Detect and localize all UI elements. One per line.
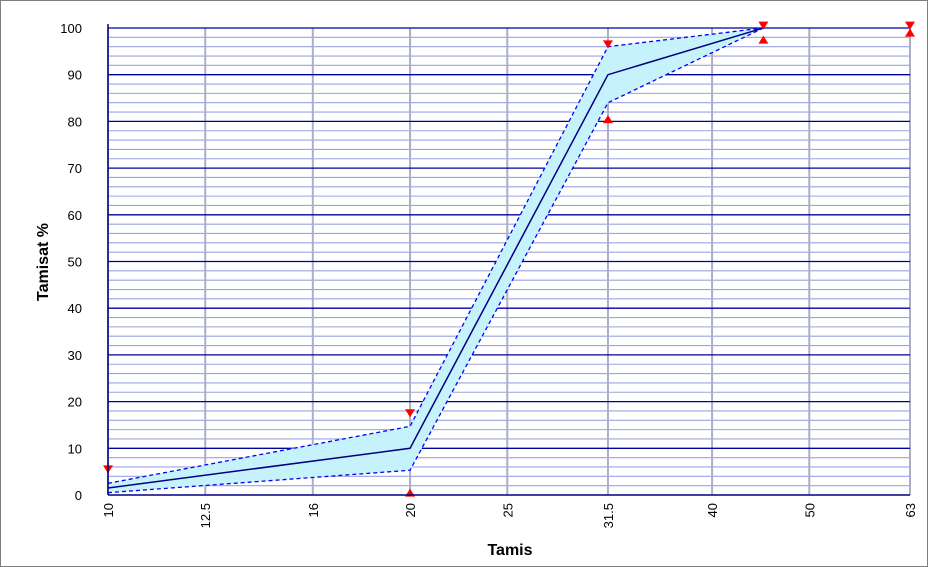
y-tick-label: 30 bbox=[68, 348, 82, 363]
x-tick-label: 20 bbox=[403, 503, 418, 517]
series-lines bbox=[107, 27, 764, 494]
upper-limit-marker bbox=[602, 40, 613, 49]
major-gridlines bbox=[108, 27, 910, 449]
x-tick-label: 16 bbox=[306, 503, 321, 517]
y-tick-label: 80 bbox=[68, 114, 82, 129]
x-tick-label: 10 bbox=[101, 503, 116, 517]
series-curve bbox=[107, 27, 764, 489]
y-tick-label: 40 bbox=[68, 301, 82, 316]
x-tick-label: 63 bbox=[903, 503, 918, 517]
y-tick-label: 0 bbox=[75, 488, 82, 503]
x-axis-title: Tamis bbox=[487, 542, 532, 559]
x-tick-label: 40 bbox=[705, 503, 720, 517]
lower-limit-marker bbox=[602, 115, 613, 124]
y-tick-label: 10 bbox=[68, 441, 82, 456]
x-tick-labels: 10 12.5 16 20 25 31.5 40 50 63 bbox=[101, 503, 918, 528]
upper-limit-marker bbox=[758, 21, 769, 30]
tolerance-band-fill bbox=[108, 28, 764, 493]
upper-limit-marker bbox=[405, 409, 416, 418]
y-tick-label: 90 bbox=[68, 68, 82, 83]
series-lower-envelope bbox=[107, 27, 764, 494]
y-tick-labels: 0 10 20 30 40 50 60 70 80 90 100 bbox=[60, 21, 82, 503]
y-tick-label: 50 bbox=[68, 255, 82, 270]
axes bbox=[107, 24, 910, 496]
x-tick-label: 31.5 bbox=[601, 503, 616, 528]
x-tick-label: 12.5 bbox=[198, 503, 213, 528]
series-upper-envelope bbox=[107, 27, 764, 484]
tolerance-band bbox=[108, 28, 764, 493]
x-tick-label: 25 bbox=[500, 503, 515, 517]
y-tick-label: 60 bbox=[68, 208, 82, 223]
lower-limit-marker bbox=[758, 35, 769, 44]
upper-limit-marker bbox=[905, 21, 915, 30]
y-tick-label: 70 bbox=[68, 161, 82, 176]
y-tick-label: 100 bbox=[60, 21, 82, 36]
y-axis-title: Tamisat % bbox=[35, 223, 52, 301]
lower-limit-marker bbox=[905, 28, 915, 37]
x-tick-label: 50 bbox=[802, 503, 817, 517]
limit-markers bbox=[103, 21, 915, 497]
y-tick-label: 20 bbox=[68, 395, 82, 410]
